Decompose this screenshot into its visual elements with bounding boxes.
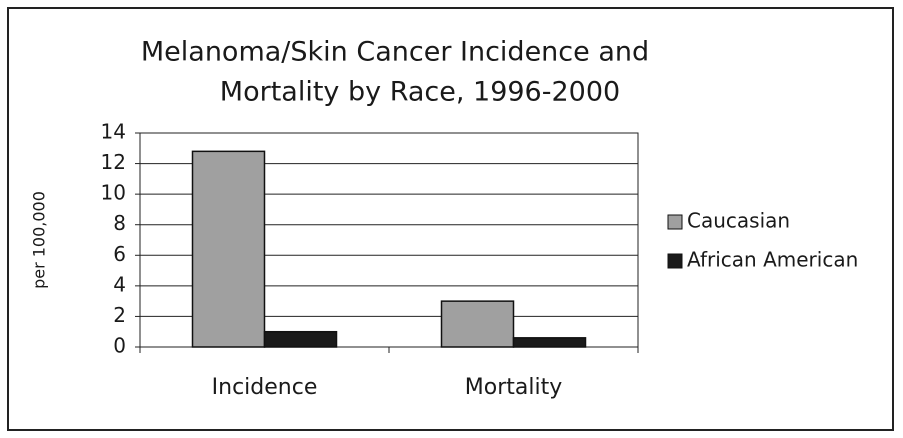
y-tick-label: 2 [113, 303, 126, 327]
y-tick-label: 6 [113, 242, 126, 266]
y-tick-label: 10 [101, 181, 126, 205]
chart-title: Melanoma/Skin Cancer Incidence and [141, 37, 649, 68]
x-tick-label: Incidence [212, 375, 318, 400]
y-tick-label: 0 [113, 334, 126, 358]
chart-frame [7, 7, 894, 431]
legend-swatch [667, 214, 683, 230]
y-tick-label: 12 [101, 150, 126, 174]
y-axis-label: per 100,000 [30, 191, 49, 289]
y-tick-label: 14 [101, 120, 126, 144]
y-tick-label: 4 [113, 272, 126, 296]
legend-label: Caucasian [687, 209, 790, 233]
bar [440, 300, 515, 348]
y-tick-label: 8 [113, 211, 126, 235]
legend-swatch [667, 253, 683, 269]
x-tick-label: Mortality [465, 375, 562, 400]
bar [191, 150, 266, 348]
chart-title: Mortality by Race, 1996-2000 [220, 77, 620, 108]
legend-label: African American [687, 248, 858, 272]
bar [512, 337, 587, 348]
bar [263, 330, 338, 348]
